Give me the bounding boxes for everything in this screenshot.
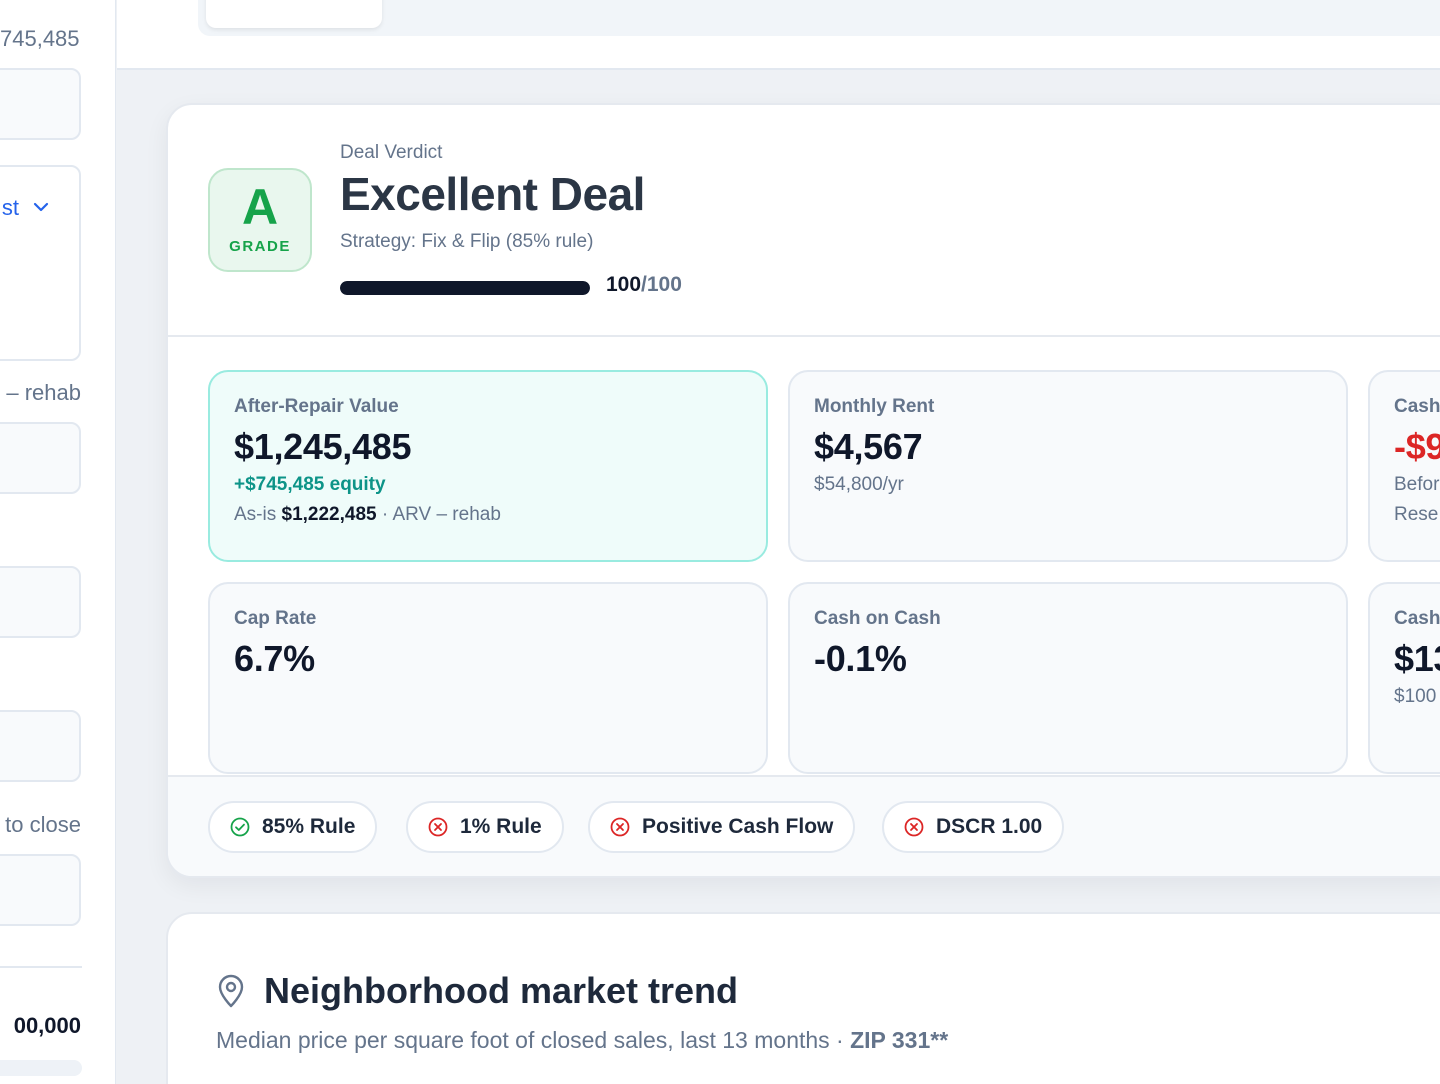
metric-label: After-Repair Value [234, 396, 399, 417]
score-bar [340, 281, 590, 295]
metric-label: Cap Rate [234, 608, 317, 629]
score-max: /100 [641, 273, 682, 296]
chevron-down-icon [33, 202, 49, 212]
metric-sub: Rese [1394, 504, 1439, 525]
neighborhood-subtitle-text: Median price per square foot of closed s… [216, 1027, 844, 1053]
sidebar-input[interactable] [0, 422, 81, 494]
metric-value: -0.1% [814, 638, 907, 679]
metric-cash-flow: Cash -$9 Befor Rese [1368, 370, 1440, 562]
sidebar-close-text: to close [5, 812, 81, 837]
x-circle-icon [610, 817, 630, 837]
rule-label: Positive Cash Flow [642, 815, 834, 838]
rule-pill-85-percent: 85% Rule [208, 801, 378, 853]
neighborhood-subtitle: Median price per square foot of closed s… [216, 1027, 948, 1054]
rule-label: DSCR 1.00 [936, 815, 1043, 838]
grade-badge: A GRADE [208, 168, 312, 272]
tab-active[interactable] [206, 0, 382, 28]
sidebar-input[interactable] [0, 710, 81, 782]
sidebar-input[interactable] [0, 854, 81, 926]
metric-sub: Befor [1394, 474, 1440, 495]
verdict-label: Deal Verdict [340, 142, 443, 163]
neighborhood-card: Neighborhood market trend Median price p… [166, 912, 1440, 1084]
rule-label: 1% Rule [460, 815, 542, 838]
metric-label: Cash [1394, 608, 1440, 629]
metric-value: $13 [1394, 638, 1440, 679]
metric-value: $4,567 [814, 426, 923, 467]
metric-equity: +$745,485 equity [234, 474, 386, 495]
metric-cap-rate: Cap Rate 6.7% [208, 582, 768, 774]
as-is-suffix: · ARV – rehab [381, 504, 501, 525]
score-bar-fill [340, 281, 590, 295]
metric-label: Cash [1394, 396, 1440, 417]
divider [168, 335, 1440, 337]
map-pin-icon [218, 974, 244, 1008]
x-circle-icon [428, 817, 448, 837]
sidebar: 745,485 st – rehab to close 00,000 [0, 0, 116, 1084]
deal-verdict-card: A GRADE Deal Verdict Excellent Deal Stra… [166, 103, 1440, 878]
sidebar-equity-text: 745,485 [0, 26, 80, 51]
sidebar-select[interactable]: st [0, 165, 81, 361]
check-circle-icon [230, 817, 250, 837]
metric-label: Monthly Rent [814, 396, 935, 417]
score-text: 100/100 [606, 273, 682, 297]
as-is-prefix: As-is [234, 504, 277, 525]
grade-label: GRADE [229, 238, 291, 255]
metric-sub: $54,800/yr [814, 474, 904, 495]
grade-letter: A [241, 179, 279, 235]
as-is-value: $1,222,485 [281, 504, 377, 525]
sidebar-total-value: 00,000 [13, 1013, 81, 1038]
neighborhood-zip: ZIP 331** [850, 1027, 949, 1053]
metric-monthly-rent: Monthly Rent $4,567 $54,800/yr [788, 370, 1348, 562]
metric-as-is: As-is $1,222,485 · ARV – rehab [234, 504, 742, 526]
score-value: 100 [606, 273, 642, 296]
metric-label: Cash on Cash [814, 608, 941, 629]
neighborhood-title: Neighborhood market trend [264, 970, 739, 1011]
rule-pill-positive-cash-flow: Positive Cash Flow [588, 801, 856, 853]
sidebar-progress-bar [0, 1060, 82, 1076]
verdict-title: Excellent Deal [340, 168, 645, 220]
metric-value: -$9 [1394, 426, 1440, 467]
rule-label: 85% Rule [262, 815, 356, 838]
metric-value: 6.7% [234, 638, 315, 679]
sidebar-input[interactable] [0, 68, 81, 140]
rule-pill-1-percent: 1% Rule [406, 801, 564, 853]
rule-pill-dscr: DSCR 1.00 [882, 801, 1065, 853]
sidebar-rehab-text: – rehab [6, 380, 81, 405]
metric-value: $1,245,485 [234, 426, 412, 467]
sidebar-divider [0, 966, 82, 968]
metric-sub: $100 [1394, 686, 1437, 707]
sidebar-input[interactable] [0, 566, 81, 638]
sidebar-select-value: st [1, 195, 19, 220]
metric-arv: After-Repair Value $1,245,485 +$745,485 … [208, 370, 768, 562]
x-circle-icon [904, 817, 924, 837]
metric-cash-on-cash: Cash on Cash -0.1% [788, 582, 1348, 774]
tab-strip [198, 0, 1440, 36]
strategy-text: Strategy: Fix & Flip (85% rule) [340, 231, 594, 252]
metric-cash-needed: Cash $13 $100 [1368, 582, 1440, 774]
